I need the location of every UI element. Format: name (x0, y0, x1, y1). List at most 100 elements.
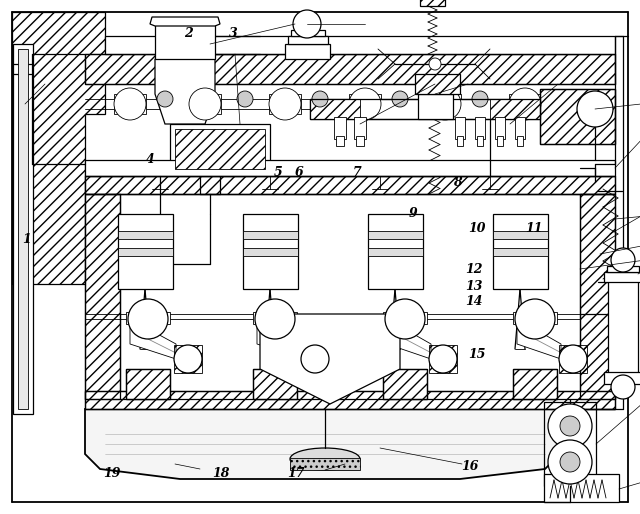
Bar (540, 89, 615, 144)
Bar (455, 117, 465, 139)
Bar (118, 231, 173, 239)
Circle shape (560, 416, 580, 436)
Bar (118, 248, 173, 256)
Bar (368, 214, 423, 289)
Polygon shape (12, 12, 105, 284)
Polygon shape (85, 409, 560, 479)
Text: 5: 5 (274, 166, 283, 179)
Circle shape (189, 88, 221, 120)
Text: 2: 2 (184, 27, 193, 40)
Bar (475, 117, 485, 139)
Circle shape (548, 440, 592, 484)
Bar (301, 345, 329, 373)
Circle shape (429, 88, 461, 120)
Bar (457, 136, 463, 146)
Polygon shape (130, 319, 176, 359)
Circle shape (128, 299, 168, 339)
Bar (517, 136, 523, 146)
Text: 11: 11 (525, 222, 543, 235)
Bar (513, 369, 557, 399)
Bar (493, 248, 548, 256)
Bar (608, 279, 638, 374)
Circle shape (174, 345, 202, 373)
Bar (126, 369, 170, 399)
Bar (175, 129, 265, 169)
Bar (85, 176, 615, 194)
Bar (490, 99, 540, 119)
Circle shape (611, 375, 635, 399)
Circle shape (515, 299, 555, 339)
Bar (429, 345, 457, 373)
Bar (85, 194, 120, 399)
Text: 13: 13 (465, 280, 483, 293)
Circle shape (255, 299, 295, 339)
Circle shape (301, 345, 329, 373)
Bar (85, 391, 615, 409)
Bar (310, 99, 360, 119)
Bar (310, 99, 540, 119)
Bar (420, 0, 445, 6)
Text: 10: 10 (468, 222, 486, 235)
Bar (114, 94, 146, 114)
Circle shape (293, 10, 321, 38)
Circle shape (312, 91, 328, 107)
Text: 6: 6 (295, 166, 304, 179)
Bar (515, 117, 525, 139)
Bar (493, 214, 548, 289)
Text: 16: 16 (461, 460, 479, 473)
Bar (415, 74, 460, 94)
Bar (513, 369, 557, 399)
Bar (349, 94, 381, 114)
Bar (170, 124, 270, 174)
Circle shape (429, 345, 457, 373)
Polygon shape (257, 319, 303, 359)
Text: 19: 19 (103, 467, 121, 481)
Bar (540, 89, 615, 144)
Bar (18, 49, 28, 409)
Bar (368, 248, 423, 256)
Bar (513, 312, 557, 324)
Bar (85, 194, 120, 399)
Bar (174, 345, 202, 373)
Circle shape (392, 91, 408, 107)
Bar (497, 136, 503, 146)
Circle shape (509, 88, 541, 120)
Polygon shape (260, 314, 400, 404)
Bar (604, 272, 640, 282)
Bar (429, 94, 461, 114)
Polygon shape (387, 319, 431, 359)
Bar (580, 194, 615, 399)
Bar (418, 94, 453, 119)
Text: 8: 8 (453, 176, 462, 189)
Bar (580, 194, 615, 399)
Bar (253, 369, 297, 399)
Bar (291, 30, 325, 36)
Bar (155, 24, 215, 59)
Bar (126, 312, 170, 324)
Circle shape (385, 299, 425, 339)
Bar (285, 44, 330, 59)
Bar (189, 94, 221, 114)
Bar (544, 474, 619, 502)
Circle shape (472, 91, 488, 107)
Bar (13, 44, 33, 414)
Bar (85, 176, 615, 194)
Text: 12: 12 (465, 263, 483, 277)
Bar (559, 345, 587, 373)
Circle shape (157, 91, 173, 107)
Circle shape (429, 58, 441, 70)
Circle shape (548, 404, 592, 448)
Ellipse shape (290, 448, 360, 470)
Bar (85, 160, 615, 176)
Text: 3: 3 (229, 27, 238, 40)
Polygon shape (150, 17, 220, 26)
Bar (85, 54, 615, 84)
Bar (383, 312, 427, 324)
Bar (288, 36, 328, 44)
Text: 18: 18 (212, 467, 230, 481)
Polygon shape (517, 319, 561, 359)
Bar (477, 136, 483, 146)
Circle shape (237, 91, 253, 107)
Bar (85, 391, 615, 409)
Circle shape (269, 88, 301, 120)
